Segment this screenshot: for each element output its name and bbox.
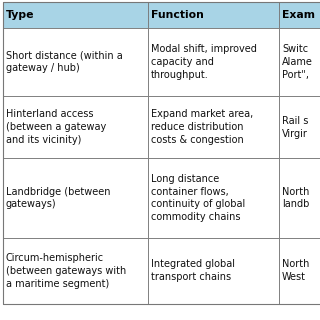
Text: Function: Function (151, 10, 204, 20)
Text: Long distance
container flows,
continuity of global
commodity chains: Long distance container flows, continuit… (151, 174, 245, 222)
Bar (148, 158, 279, 238)
Text: Exam: Exam (282, 10, 315, 20)
Bar (148, 2, 279, 28)
Bar (148, 28, 279, 96)
Bar (3, 158, 148, 238)
Bar (279, 158, 320, 238)
Text: Rail s
Virgir: Rail s Virgir (282, 116, 308, 139)
Bar (279, 238, 320, 304)
Text: Landbridge (between
gateways): Landbridge (between gateways) (6, 187, 110, 210)
Text: Integrated global
transport chains: Integrated global transport chains (151, 259, 235, 282)
Text: North
West: North West (282, 259, 309, 282)
Bar (148, 96, 279, 158)
Bar (3, 2, 148, 28)
Bar (3, 238, 148, 304)
Text: Type: Type (6, 10, 34, 20)
Text: North
landb: North landb (282, 187, 309, 210)
Text: Short distance (within a
gateway / hub): Short distance (within a gateway / hub) (6, 51, 123, 73)
Bar (279, 28, 320, 96)
Text: Hinterland access
(between a gateway
and its vicinity): Hinterland access (between a gateway and… (6, 109, 106, 145)
Bar (3, 96, 148, 158)
Text: Expand market area,
reduce distribution
costs & congestion: Expand market area, reduce distribution … (151, 109, 253, 145)
Bar (3, 28, 148, 96)
Text: Modal shift, improved
capacity and
throughput.: Modal shift, improved capacity and throu… (151, 44, 257, 80)
Text: Switc
Alame
Port",: Switc Alame Port", (282, 44, 313, 80)
Text: Circum-hemispheric
(between gateways with
a maritime segment): Circum-hemispheric (between gateways wit… (6, 253, 126, 289)
Bar (148, 238, 279, 304)
Bar (279, 2, 320, 28)
Bar (279, 96, 320, 158)
